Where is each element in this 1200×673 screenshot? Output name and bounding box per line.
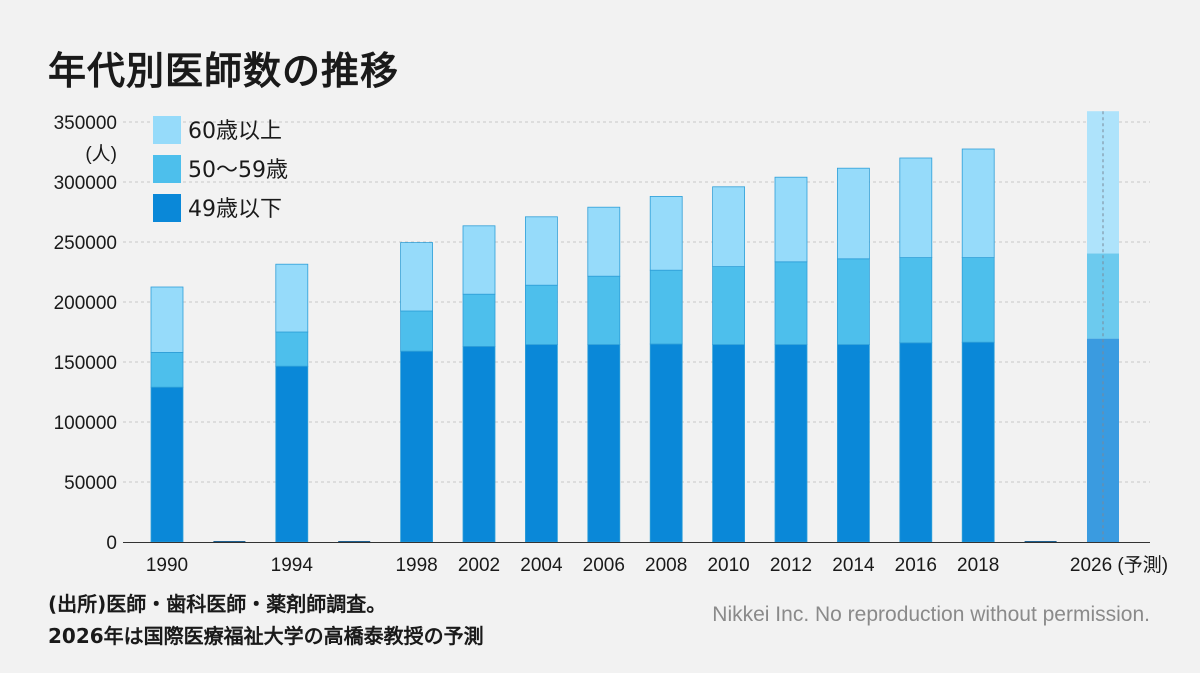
bar-segment-over60 (462, 225, 496, 295)
y-tick-label: 250000 (54, 233, 117, 254)
x-tick-label: 2012 (770, 555, 812, 576)
bar-segment-under49 (961, 341, 995, 543)
bar-segment-under49 (837, 344, 870, 543)
bar-segment-over60 (649, 195, 683, 271)
y-tick-label: 100000 (54, 413, 117, 434)
x-tick-label: 2004 (520, 555, 563, 576)
x-tick-label: 2008 (645, 555, 687, 576)
bar-segment-age50to59 (1087, 253, 1119, 339)
legend-label: 50〜59歳 (188, 158, 288, 183)
legend-swatch-age50to59 (153, 155, 181, 183)
bar-segment-over60 (961, 148, 995, 258)
y-tick-label: 50000 (64, 473, 117, 494)
legend: 60歳以上 50〜59歳 49歳以下 (153, 116, 288, 222)
bar-segment-under49 (649, 343, 683, 543)
y-axis: 0 50000 100000 150000 200000 250000 300000 3500… (54, 113, 117, 554)
bar-segment-over60 (525, 216, 558, 286)
bar-segment-over60 (587, 206, 621, 277)
bar-segment-age50to59 (525, 284, 558, 346)
bar-empty (338, 541, 371, 542)
source-note: (出所)医師・歯科医師・薬剤師調査。 (48, 592, 387, 616)
bar-segment-over60 (400, 242, 434, 312)
bar-segment-under49 (1087, 338, 1119, 542)
bar-segment-age50to59 (587, 275, 621, 346)
bar-segment-age50to59 (899, 257, 933, 344)
x-tick-label: 1990 (146, 555, 188, 576)
bar-segment-age50to59 (837, 258, 870, 345)
x-tick-label: 2006 (583, 555, 625, 576)
bar-segment-over60 (899, 157, 933, 258)
x-tick-label: 2014 (832, 555, 875, 576)
y-tick-label: 300000 (54, 173, 117, 194)
bar-empty (213, 541, 246, 542)
bar-segment-age50to59 (712, 266, 745, 346)
projection-note: 2026年は国際医療福祉大学の高橋泰教授の予測 (48, 624, 484, 648)
bar-segment-under49 (462, 345, 496, 543)
bar-segment-over60 (1087, 111, 1119, 254)
bar-segment-over60 (150, 286, 184, 353)
bar-segment-age50to59 (961, 257, 995, 343)
copyright-notice: Nikkei Inc. No reproduction without perm… (712, 603, 1150, 626)
bar-segment-under49 (712, 344, 745, 543)
y-tick-label: 200000 (54, 293, 117, 314)
x-tick-label: 2016 (895, 555, 937, 576)
y-tick-label: 150000 (54, 353, 117, 374)
y-tick-label: 0 (106, 533, 117, 554)
x-tick-label: 1998 (395, 555, 437, 576)
bar-segment-age50to59 (400, 310, 434, 352)
x-axis: 1990 1994 1998 2002 2004 2006 2008 2010 2012 2014… (123, 542, 1168, 576)
bar-segment-age50to59 (649, 269, 683, 345)
bar-segment-under49 (150, 386, 184, 543)
x-tick-label: 2010 (707, 555, 749, 576)
x-tick-label: 2002 (458, 555, 500, 576)
bar-segment-over60 (837, 167, 870, 260)
bar-segment-under49 (899, 342, 933, 543)
bar-segment-over60 (774, 176, 808, 263)
bar-segment-under49 (525, 344, 558, 543)
bar-segment-age50to59 (150, 351, 184, 388)
bar-segment-over60 (712, 186, 745, 268)
bar-segment-age50to59 (774, 261, 808, 345)
bar-segment-age50to59 (275, 331, 309, 367)
bar-segment-age50to59 (462, 293, 496, 347)
x-tick-label: 2026 (予測) (1070, 554, 1168, 576)
y-axis-unit-label: (人) (85, 143, 117, 165)
legend-label: 49歳以下 (188, 197, 282, 222)
bars (150, 111, 1119, 543)
bar-empty (1024, 541, 1057, 542)
x-tick-label: 2018 (957, 555, 999, 576)
bar-segment-over60 (275, 263, 309, 333)
bar-segment-under49 (275, 365, 309, 543)
legend-swatch-under49 (153, 194, 181, 222)
x-tick-label: 1994 (271, 555, 314, 576)
y-tick-label: 350000 (54, 113, 117, 134)
legend-label: 60歳以上 (188, 119, 282, 144)
bar-segment-under49 (774, 344, 808, 543)
bar-segment-under49 (400, 350, 434, 543)
legend-swatch-over60 (153, 116, 181, 144)
bar-segment-under49 (587, 344, 621, 543)
chart-title: 年代別医師数の推移 (48, 49, 400, 93)
